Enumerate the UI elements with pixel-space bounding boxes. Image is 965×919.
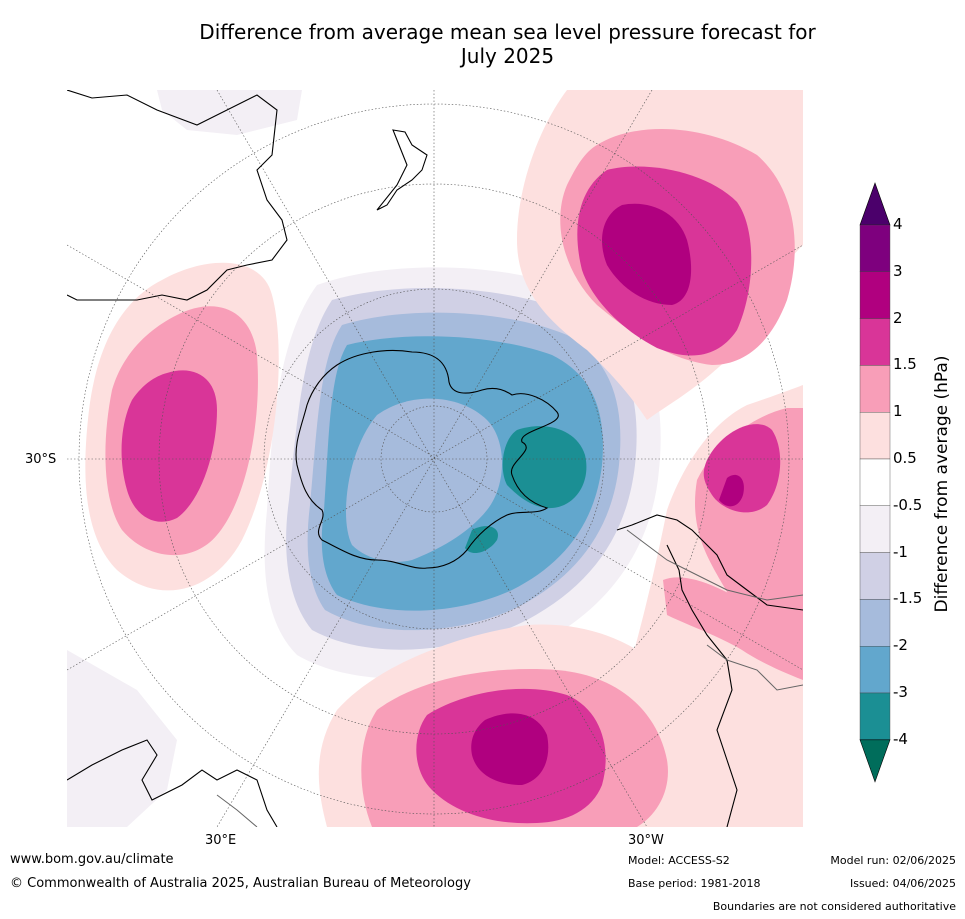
colorbar-swatch xyxy=(859,692,891,740)
disclaimer: Boundaries are not considered authoritat… xyxy=(712,900,956,913)
antarctica-coastline xyxy=(295,349,559,569)
colorbar-tick-label: 1 xyxy=(893,402,903,421)
colorbar-swatch xyxy=(859,271,891,319)
colorbar-tick-label: -2 xyxy=(893,636,908,655)
colorbar-swatch xyxy=(859,365,891,413)
colorbar-tick-label: -4 xyxy=(893,729,908,748)
colorbar-tick-label: 0.5 xyxy=(893,449,917,467)
colorbar-tick-label: 2 xyxy=(893,308,903,327)
model-run: Model run: 02/06/2025 xyxy=(830,854,956,867)
issued-date: Issued: 04/06/2025 xyxy=(849,877,956,890)
new-zealand-coastline xyxy=(376,129,428,211)
anomaly-zone-west-magenta xyxy=(121,370,217,522)
anomaly-zone-ne-purple xyxy=(602,203,692,305)
copyright-text: © Commonwealth of Australia 2025, Austra… xyxy=(10,876,471,891)
colorbar-swatch xyxy=(859,411,891,460)
anomaly-zone-teal xyxy=(502,426,587,509)
colorbar-swatch xyxy=(859,318,891,366)
colorbar-tick-label: 4 xyxy=(893,215,903,233)
colorbar-swatch xyxy=(859,599,891,647)
colorbar-swatch xyxy=(859,458,891,506)
website-link[interactable]: www.bom.gov.au/climate xyxy=(10,852,174,867)
map-panel xyxy=(67,90,803,827)
anomaly-zone-east-purple xyxy=(719,474,744,507)
map-title: Difference from average mean sea level p… xyxy=(120,20,895,68)
africa-coastline xyxy=(67,739,278,827)
colorbar-tick-label: 1.5 xyxy=(893,355,917,374)
colorbar-tick-label: -1.5 xyxy=(893,589,923,608)
colorbar-swatch xyxy=(859,505,891,553)
anomaly-zone-south-purple xyxy=(471,713,549,785)
anomaly-zone-sw-lavender xyxy=(67,650,177,827)
base-period: Base period: 1981-2018 xyxy=(628,877,761,890)
model-name: Model: ACCESS-S2 xyxy=(628,854,730,867)
colorbar-swatch xyxy=(859,646,891,694)
colorbar-tick-label: -3 xyxy=(893,683,908,701)
colorbar-tick-label: -0.5 xyxy=(893,495,923,514)
colorbar-swatch xyxy=(859,224,891,272)
colorbar-tick-label: 3 xyxy=(893,261,903,280)
colorbar-extend-max xyxy=(859,182,891,226)
colorbar xyxy=(855,180,965,785)
pressure-anomaly-map xyxy=(67,90,803,827)
lat-label-30s: 30°S xyxy=(25,452,57,467)
colorbar-swatch xyxy=(859,552,891,600)
map-title-line1: Difference from average mean sea level p… xyxy=(199,20,816,44)
colorbar-tick-label: -1 xyxy=(893,542,908,561)
colorbar-swatches xyxy=(859,182,891,783)
colorbar-title: Difference from average (hPa) xyxy=(932,355,952,613)
graticule xyxy=(67,90,803,827)
lon-label-30w: 30°W xyxy=(628,833,664,848)
colorbar-extend-min xyxy=(859,739,891,783)
australia-coastline xyxy=(67,90,288,301)
lon-label-30e: 30°E xyxy=(205,833,237,848)
map-title-line2: July 2025 xyxy=(460,44,555,68)
